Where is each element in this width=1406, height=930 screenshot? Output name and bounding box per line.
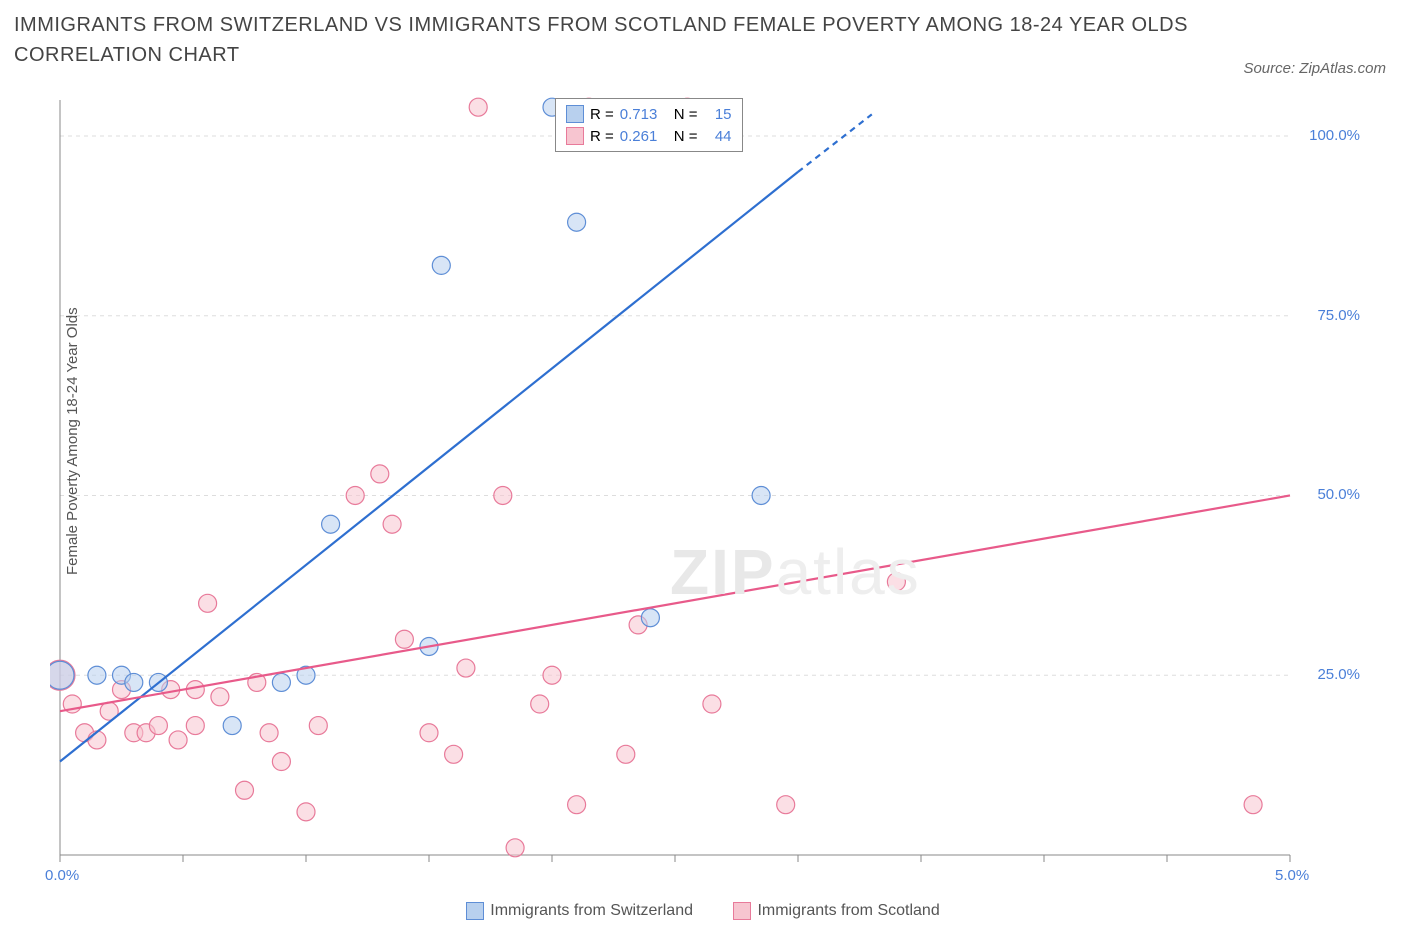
x-tick-label: 0.0% [45,867,79,884]
plot-area [50,95,1390,885]
switzerland-swatch-icon [466,902,484,920]
x-tick-label: 5.0% [1275,867,1309,884]
y-tick-label: 100.0% [1309,127,1360,144]
y-tick-label: 75.0% [1317,307,1360,324]
legend-row-scotland: R = 0.261 N = 44 [566,125,732,147]
switzerland-swatch [566,105,584,123]
y-tick-label: 50.0% [1317,486,1360,503]
y-axis-label: Female Poverty Among 18-24 Year Olds [64,307,81,575]
series-legend: Immigrants from Switzerland Immigrants f… [0,902,1406,925]
y-tick-label: 25.0% [1317,666,1360,683]
chart-title: IMMIGRANTS FROM SWITZERLAND VS IMMIGRANT… [14,10,1206,70]
source-attribution: Source: ZipAtlas.com [1243,60,1386,77]
scotland-swatch [566,127,584,145]
legend-row-switzerland: R = 0.713 N = 15 [566,103,732,125]
legend-item-switzerland: Immigrants from Switzerland [466,902,693,920]
correlation-legend: R = 0.713 N = 15 R = 0.261 N = 44 [555,98,743,152]
scotland-swatch-icon [733,902,751,920]
legend-item-scotland: Immigrants from Scotland [733,902,939,920]
scatter-chart: Female Poverty Among 18-24 Year Olds ZIP… [50,95,1390,885]
